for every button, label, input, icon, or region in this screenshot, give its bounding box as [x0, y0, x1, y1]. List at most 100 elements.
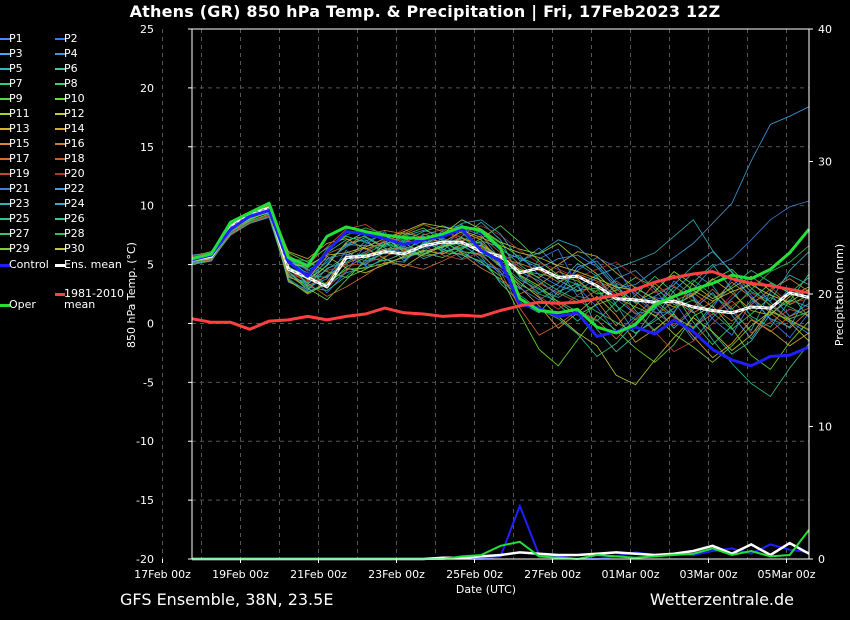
legend-swatch: [0, 83, 10, 85]
precipitation-lines: [192, 503, 810, 561]
series-line-oper: [191, 201, 811, 335]
legend-swatch: [55, 143, 65, 145]
legend-label: P2: [64, 32, 78, 45]
legend-label: P19: [9, 167, 30, 180]
member-line-p15: [191, 215, 810, 329]
legend-swatch: [55, 188, 65, 190]
y-tick-label: 0: [147, 317, 154, 330]
legend-label: P13: [9, 122, 30, 135]
legend-label: P5: [9, 62, 23, 75]
main-series: [191, 201, 811, 368]
member-line-p17: [191, 210, 810, 340]
legend-label: P7: [9, 77, 23, 90]
x-tick-label: 23Feb 00z: [368, 568, 425, 581]
legend-label: P21: [9, 182, 30, 195]
legend-swatch: [0, 38, 10, 40]
legend-label: P10: [64, 92, 85, 105]
member-line-p8: [191, 214, 810, 346]
legend-label: P26: [64, 212, 85, 225]
y2-axis-label: Precipitation (mm): [833, 244, 846, 346]
legend-swatch: [55, 264, 65, 267]
x-tick-label: 21Feb 00z: [290, 568, 347, 581]
legend-label: P25: [9, 212, 30, 225]
legend-label: P6: [64, 62, 78, 75]
legend-label: P12: [64, 107, 85, 120]
legend-label: P24: [64, 197, 85, 210]
member-line-p19: [191, 214, 810, 353]
source-credit: Wetterzentrale.de: [649, 590, 794, 609]
legend-swatch: [55, 128, 65, 130]
x-tick-label: 25Feb 00z: [446, 568, 503, 581]
x-tick-label: 03Mar 00z: [679, 568, 737, 581]
legend-label: P30: [64, 242, 85, 255]
legend-swatch: [55, 68, 65, 70]
plot-frame: [191, 28, 810, 560]
legend-label: P16: [64, 137, 85, 150]
legend-swatch: [0, 203, 10, 205]
y-tick-label: -20: [136, 553, 154, 566]
legend-swatch: [0, 173, 10, 175]
y-tick-label: 25: [140, 23, 154, 36]
y2-tick-label: 30: [818, 156, 832, 169]
legend-swatch: [55, 158, 65, 160]
axes: -20 -15 -10 -5 0 5 10 15 20 25 0 10 20 30 40 17Feb 00z 1…: [134, 23, 832, 581]
legend-swatch: [0, 188, 10, 190]
legend-label: P17: [9, 152, 30, 165]
legend-label: P9: [9, 92, 23, 105]
legend-swatch: [55, 113, 65, 115]
legend-swatch: [55, 173, 65, 175]
legend-swatch: [55, 233, 65, 235]
legend-swatch: [55, 83, 65, 85]
x-tick-label: 01Mar 00z: [601, 568, 659, 581]
legend-label: P11: [9, 107, 30, 120]
x-tick-label: 19Feb 00z: [212, 568, 269, 581]
legend-label: P22: [64, 182, 85, 195]
series-line-1981-2010-mean: [191, 270, 810, 331]
model-info: GFS Ensemble, 38N, 23.5E: [120, 590, 334, 609]
y2-tick-label: 0: [818, 553, 825, 566]
legend-swatch: [0, 143, 10, 145]
legend-swatch: [55, 218, 65, 220]
legend-swatch: [55, 53, 65, 55]
legend-label: P14: [64, 122, 85, 135]
y-tick-label: 5: [147, 259, 154, 272]
legend-swatch: [0, 128, 10, 130]
legend-label: P20: [64, 167, 85, 180]
legend-label: Control: [9, 258, 49, 271]
legend-swatch: [55, 38, 65, 40]
x-tick-label: 17Feb 00z: [134, 568, 191, 581]
legend-label: P28: [64, 227, 85, 240]
legend-label: Oper: [9, 298, 36, 311]
legend-label: P8: [64, 77, 78, 90]
legend-swatch: [0, 218, 10, 220]
legend-swatch: [55, 98, 65, 100]
legend-label: P27: [9, 227, 30, 240]
legend-label: Ens. mean: [64, 258, 122, 271]
precip-line-control: [192, 503, 810, 560]
y-axis-label: 850 hPa Temp. (°C): [125, 242, 138, 348]
y2-tick-label: 10: [818, 421, 832, 434]
y-tick-label: -5: [143, 376, 154, 389]
legend-swatch: [0, 304, 10, 307]
legend-label: P3: [9, 47, 23, 60]
legend-label: 1981-2010 mean: [64, 287, 124, 311]
y-tick-label: 10: [140, 200, 154, 213]
legend-swatch: [0, 264, 10, 267]
legend-swatch: [0, 53, 10, 55]
legend-swatch: [0, 113, 10, 115]
legend-label: P4: [64, 47, 78, 60]
member-line-p30: [191, 208, 810, 303]
y-tick-label: 20: [140, 82, 154, 95]
member-line-p24: [191, 216, 810, 328]
y2-tick-label: 40: [818, 23, 832, 36]
legend-swatch: [0, 233, 10, 235]
x-tick-label: 05Mar 00z: [757, 568, 815, 581]
legend-label: P1: [9, 32, 23, 45]
legend-swatch: [0, 248, 10, 250]
y-tick-label: 15: [140, 141, 154, 154]
legend-swatch: [55, 248, 65, 250]
legend-swatch: [0, 98, 10, 100]
y2-tick-label: 20: [818, 288, 832, 301]
y-tick-label: -10: [136, 435, 154, 448]
